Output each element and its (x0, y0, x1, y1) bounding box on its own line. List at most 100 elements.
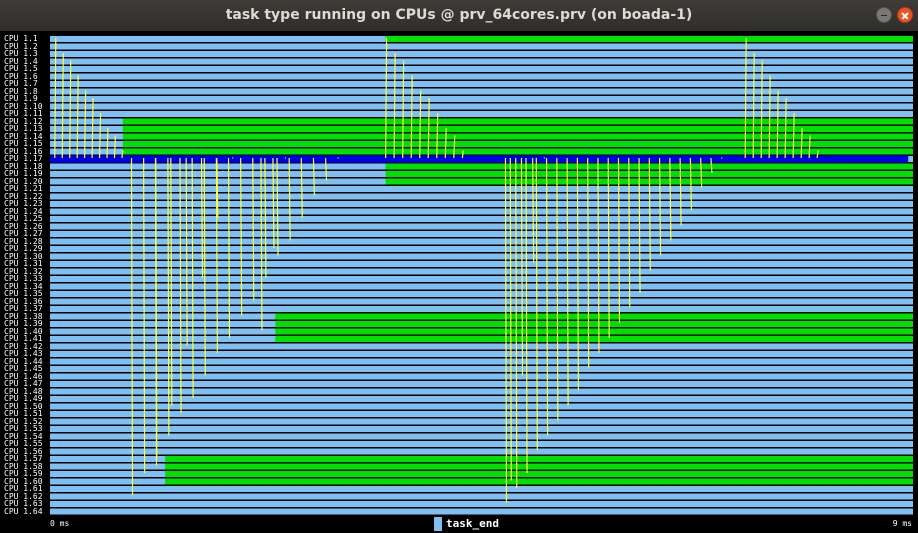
running-segment (275, 313, 914, 320)
running-segment (275, 336, 914, 342)
communication-line (509, 157, 512, 481)
cpu-row-idle (50, 366, 913, 372)
cpu-row-idle (50, 373, 913, 380)
cpu-label: CPU 1.6 (4, 71, 38, 81)
cpu-row-idle (50, 433, 913, 440)
communication-line (768, 75, 771, 159)
cpu-label: CPU 1.26 (4, 221, 43, 231)
communication-line (679, 157, 682, 226)
legend-label: task_end (446, 517, 499, 530)
communication-line (121, 150, 124, 159)
cpu-label: CPU 1.1 (4, 34, 38, 43)
communication-line (597, 157, 600, 354)
communication-line (628, 157, 631, 309)
cpu-row-idle (50, 486, 913, 492)
cpu-label: CPU 1.53 (4, 424, 43, 433)
cpu-label: CPU 1.17 (4, 154, 43, 163)
communication-line (54, 37, 57, 159)
cpu-row-idle (50, 426, 913, 432)
running-segment (122, 148, 914, 155)
communication-line (669, 157, 672, 241)
cpu-label: CPU 1.49 (4, 394, 43, 403)
cpu-label: CPU 1.43 (4, 349, 43, 358)
time-axis-end-label: 9 ms (892, 519, 912, 528)
cpu-label: CPU 1.19 (4, 169, 43, 178)
cpu-label: CPU 1.62 (4, 491, 43, 501)
time-axis-start-label: 0 ms (50, 519, 70, 528)
cpu-label: CPU 1.25 (4, 214, 43, 223)
running-segment (165, 471, 914, 477)
minimize-icon[interactable] (876, 7, 892, 23)
cpu-row-idle (50, 246, 913, 252)
running-segment (385, 36, 914, 42)
cpu-row-idle (50, 58, 913, 65)
cpu-label: CPU 1.61 (4, 484, 43, 493)
cpu-row-idle (50, 216, 913, 222)
cpu-label: CPU 1.55 (4, 439, 43, 448)
cpu-row-idle (50, 358, 913, 365)
cpu-row-idle (50, 81, 913, 87)
cpu-label: CPU 1.44 (4, 356, 43, 366)
communication-line (436, 112, 439, 159)
communication-line (393, 52, 396, 159)
window-title: task type running on CPUs @ prv_64cores.… (225, 7, 693, 23)
cpu-row-idle (50, 238, 913, 245)
cpu-row-idle (50, 201, 913, 207)
communication-line (617, 157, 621, 324)
cpu-label: CPU 1.54 (4, 431, 43, 441)
cpu-row-idle (50, 276, 913, 282)
communication-line (752, 52, 755, 159)
communication-line (272, 157, 275, 249)
communication-line (760, 60, 763, 159)
cpu-row-idle (50, 403, 913, 410)
cpu-label: CPU 1.30 (4, 251, 43, 261)
cpu-label: CPU 1.22 (4, 191, 43, 201)
cpu-label: CPU 1.31 (4, 259, 43, 268)
communication-line (800, 127, 803, 159)
cpu-row-idle (50, 343, 913, 350)
communication-line (648, 157, 651, 271)
communication-line (179, 157, 182, 414)
cpu-row-idle (50, 66, 913, 72)
trace-canvas[interactable] (0, 31, 918, 516)
cpu-row-idle (50, 268, 913, 275)
communication-line (576, 157, 579, 391)
communication-line (410, 75, 413, 159)
cpu-label: CPU 1.45 (4, 364, 43, 373)
communication-line (240, 157, 243, 316)
cpu-label: CPU 1.23 (4, 199, 43, 208)
cpu-label: CPU 1.32 (4, 266, 43, 276)
cpu-row-idle (50, 493, 913, 500)
cpu-label: CPU 1.58 (4, 461, 43, 471)
cpu-label: CPU 1.52 (4, 416, 43, 426)
cpu-row-idle (50, 298, 913, 305)
communication-line (215, 157, 218, 354)
communication-line (227, 157, 231, 339)
communication-line (532, 157, 535, 264)
cpu-label: CPU 1.38 (4, 311, 43, 321)
cpu-label: CPU 1.27 (4, 229, 43, 238)
cpu-label: CPU 1.28 (4, 236, 43, 246)
close-icon[interactable] (897, 7, 913, 23)
communication-line (154, 157, 158, 466)
communication-line (784, 97, 787, 159)
cpu-row-idle (50, 381, 913, 387)
communication-line (264, 157, 267, 279)
communication-line (300, 157, 303, 219)
running-segment (165, 463, 914, 470)
communication-line (776, 90, 779, 159)
cpu-label: CPU 1.47 (4, 379, 43, 388)
timeline-view[interactable]: CPU 1.1 CPU 1.2 CPU 1.3 CPU 1.4 CPU 1.5 CPU 1… (0, 31, 918, 516)
communication-line (106, 127, 109, 159)
running-segment (122, 141, 914, 147)
cpu-label: CPU 1.50 (4, 401, 43, 411)
running-segment (122, 126, 914, 132)
cpu-label: CPU 1.59 (4, 469, 43, 478)
cpu-label: CPU 1.36 (4, 296, 43, 306)
communication-line (402, 60, 405, 159)
title-bar: task type running on CPUs @ prv_64cores.… (0, 0, 918, 32)
communication-line (444, 127, 447, 159)
cpu-row-idle (50, 291, 913, 297)
communication-line (556, 157, 559, 421)
cpu-label: CPU 1.5 (4, 64, 38, 73)
